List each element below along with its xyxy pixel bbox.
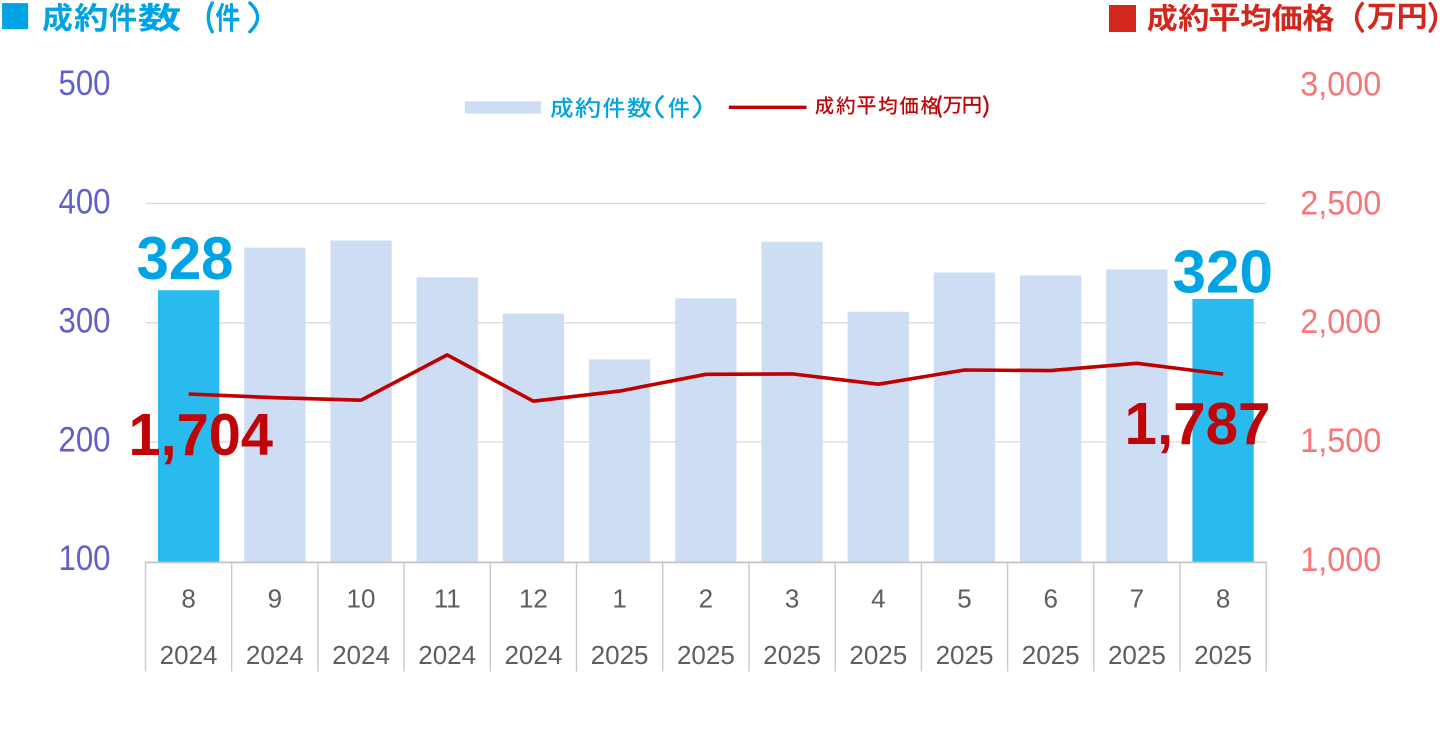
svg-text:1,787: 1,787 <box>1125 391 1271 457</box>
svg-text:6: 6 <box>1043 583 1057 613</box>
svg-text:300: 300 <box>59 302 111 341</box>
svg-text:2025: 2025 <box>1022 640 1080 670</box>
svg-text:2025: 2025 <box>936 640 994 670</box>
svg-text:3: 3 <box>785 583 799 613</box>
svg-text:100: 100 <box>59 539 111 578</box>
svg-text:2025: 2025 <box>1108 640 1166 670</box>
svg-text:2025: 2025 <box>1194 640 1252 670</box>
svg-text:400: 400 <box>59 183 111 222</box>
svg-text:2025: 2025 <box>763 640 821 670</box>
svg-text:1: 1 <box>612 583 626 613</box>
svg-text:9: 9 <box>268 583 282 613</box>
svg-text:2024: 2024 <box>160 640 218 670</box>
svg-text:2025: 2025 <box>677 640 735 670</box>
svg-text:2,500: 2,500 <box>1300 184 1381 222</box>
svg-text:1,704: 1,704 <box>129 402 274 468</box>
svg-text:2,000: 2,000 <box>1300 303 1381 341</box>
svg-text:1,500: 1,500 <box>1300 422 1381 460</box>
svg-text:320: 320 <box>1173 239 1274 306</box>
svg-text:2025: 2025 <box>849 640 907 670</box>
svg-text:2024: 2024 <box>246 640 304 670</box>
svg-text:12: 12 <box>519 583 548 613</box>
svg-text:4: 4 <box>871 583 885 613</box>
svg-text:7: 7 <box>1130 583 1144 613</box>
svg-text:2: 2 <box>699 583 713 613</box>
svg-text:2025: 2025 <box>591 640 649 670</box>
svg-text:11: 11 <box>434 583 461 613</box>
svg-text:500: 500 <box>59 64 111 103</box>
svg-text:1,000: 1,000 <box>1300 541 1381 579</box>
svg-text:5: 5 <box>957 583 971 613</box>
svg-text:10: 10 <box>347 583 376 613</box>
svg-text:3,000: 3,000 <box>1300 66 1381 104</box>
svg-text:2024: 2024 <box>332 640 390 670</box>
svg-text:200: 200 <box>59 420 111 459</box>
svg-text:2024: 2024 <box>504 640 562 670</box>
svg-text:2024: 2024 <box>418 640 476 670</box>
svg-text:8: 8 <box>1216 583 1230 613</box>
svg-text:8: 8 <box>181 583 195 613</box>
svg-text:328: 328 <box>137 225 234 292</box>
